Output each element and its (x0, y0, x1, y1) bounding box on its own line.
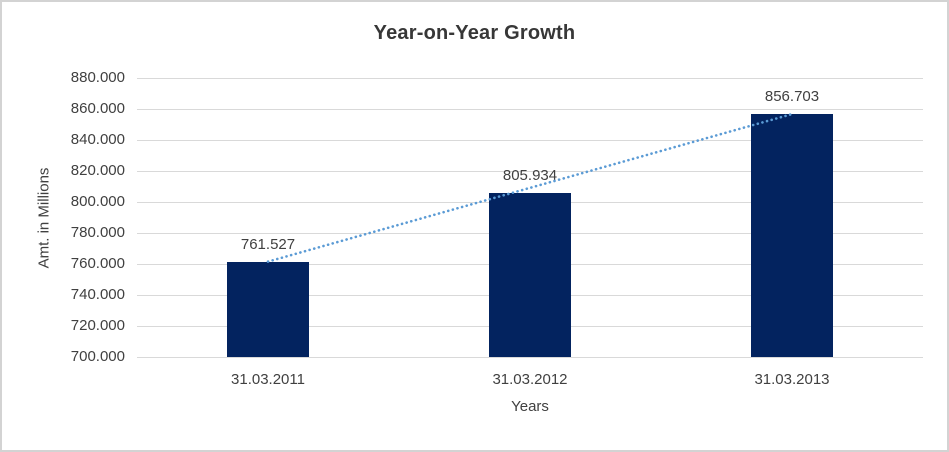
y-tick-label: 800.000 (70, 193, 125, 210)
chart-title: Year-on-Year Growth (373, 22, 576, 44)
y-tick-label: 820.000 (70, 162, 125, 179)
y-tick-label: 860.000 (70, 100, 125, 117)
bar (489, 192, 571, 357)
y-axis-title: Amt. in Millions (35, 167, 53, 269)
x-tick-label: 31.03.2012 (492, 371, 568, 388)
y-tick-label: 780.000 (70, 224, 125, 241)
bar (227, 261, 309, 357)
bar (751, 114, 833, 357)
bar-data-label: 856.703 (764, 88, 820, 106)
y-tick-label: 700.000 (70, 348, 125, 365)
y-tick-label: 720.000 (70, 317, 125, 334)
y-tick-label: 880.000 (70, 69, 125, 86)
y-tick-label: 740.000 (70, 286, 125, 303)
y-tick-label: 760.000 (70, 255, 125, 272)
gridline (137, 357, 923, 358)
x-axis-title: Years (511, 398, 549, 415)
bar-data-label: 761.527 (240, 235, 296, 253)
x-tick-label: 31.03.2013 (754, 371, 830, 388)
gridline (137, 109, 923, 110)
x-tick-label: 31.03.2011 (231, 371, 305, 388)
bar-data-label: 805.934 (502, 166, 558, 184)
y-tick-label: 840.000 (70, 131, 125, 148)
gridline (137, 78, 923, 79)
